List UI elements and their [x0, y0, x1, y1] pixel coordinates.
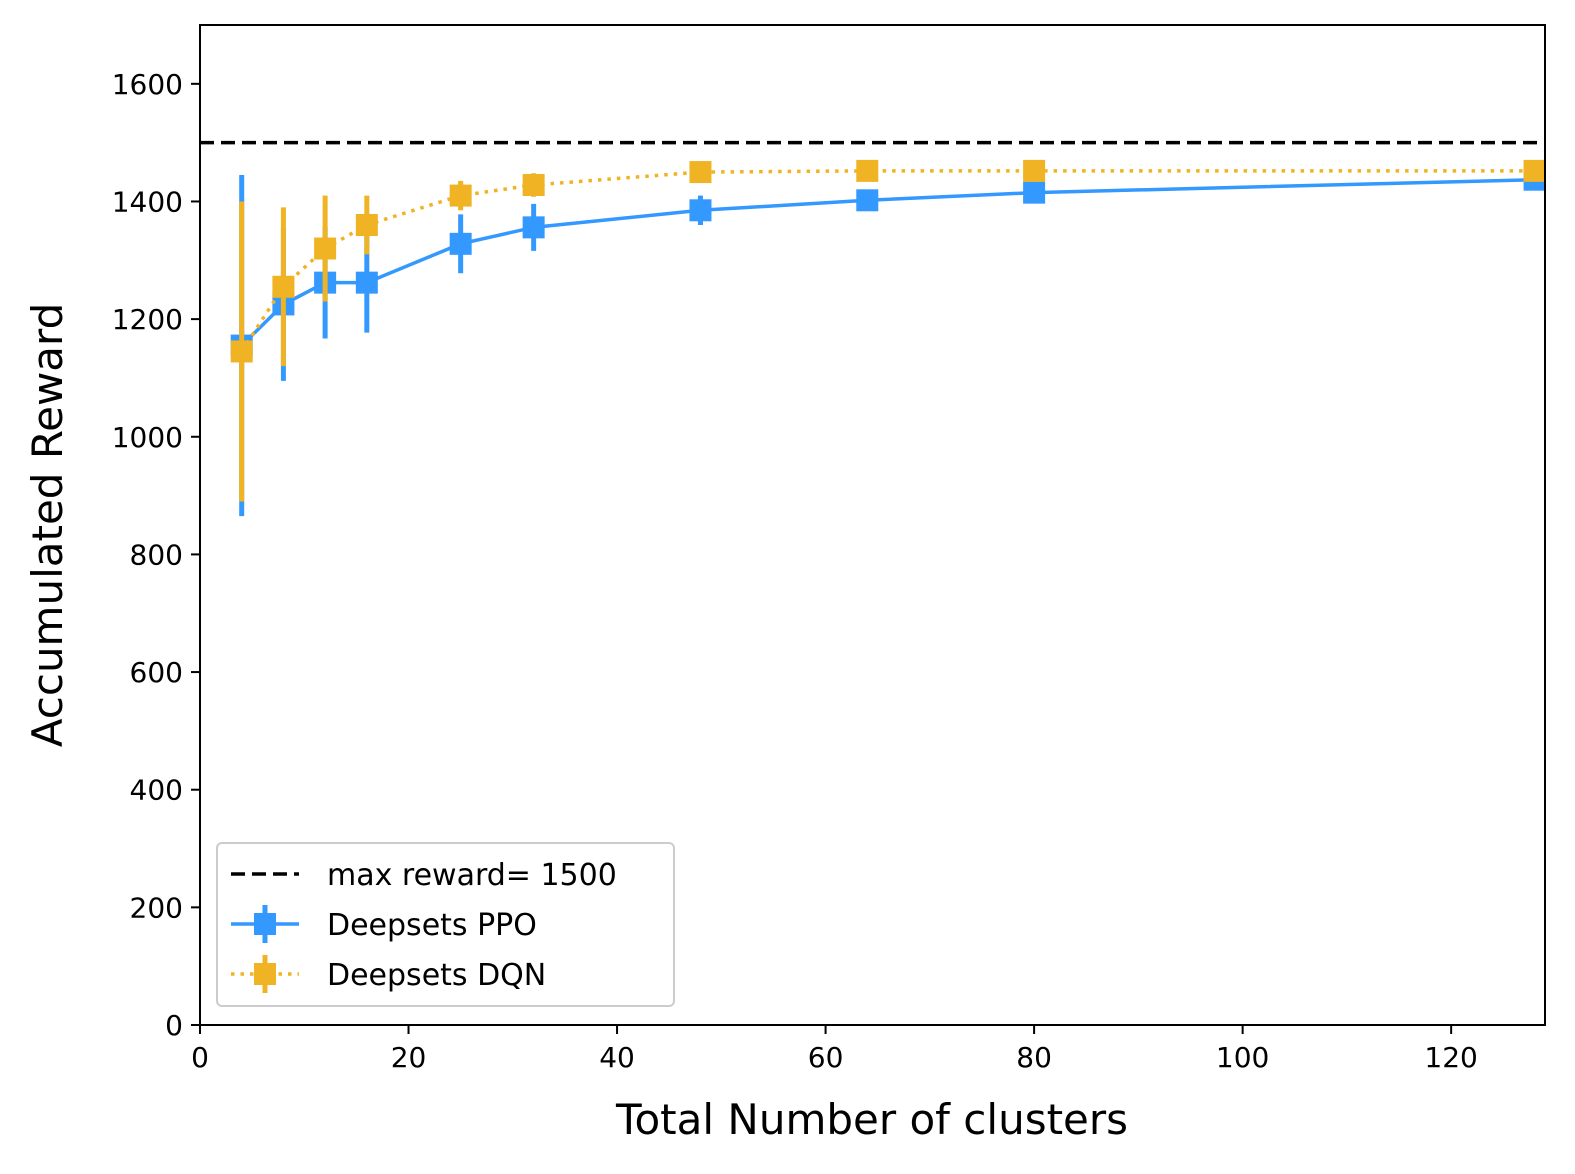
plot-area [200, 140, 1545, 517]
legend-label-max-reward: max reward= 1500 [327, 858, 617, 893]
legend-label-ppo: Deepsets PPO [327, 908, 537, 943]
y-tick-label: 200 [130, 891, 183, 924]
data-point-dqn [522, 174, 545, 196]
legend: max reward= 1500 Deepsets PPO Deepsets DQN [216, 842, 675, 1007]
data-point-dqn [314, 237, 337, 260]
axes-frame [199, 24, 1546, 1026]
x-axis: 0 20 40 60 80 100 120 [191, 1025, 1478, 1074]
legend-marker-ppo [254, 913, 276, 935]
legend-item-ppo: Deepsets PPO [231, 905, 537, 943]
y-tick-label: 0 [165, 1009, 183, 1042]
data-point-dqn [272, 275, 295, 298]
y-tick-label: 1400 [112, 185, 183, 218]
data-point-dqn [230, 340, 253, 363]
y-tick-label: 1000 [112, 421, 183, 454]
y-tick-label: 1600 [112, 68, 183, 101]
x-tick-label: 100 [1216, 1041, 1269, 1074]
legend-label-dqn: Deepsets DQN [327, 958, 546, 993]
y-axis: 0 200 400 600 800 1000 1200 1400 1600 [112, 68, 200, 1042]
data-point-ppo [522, 216, 545, 239]
y-tick-label: 800 [130, 538, 183, 571]
data-point-dqn [689, 161, 712, 184]
data-point-dqn [1523, 159, 1545, 182]
data-point-dqn [856, 159, 879, 182]
data-point-ppo [355, 271, 378, 294]
x-tick-label: 40 [599, 1041, 635, 1074]
y-tick-label: 600 [130, 656, 183, 689]
x-axis-label: Total Number of clusters [615, 1095, 1128, 1144]
y-tick-label: 400 [130, 774, 183, 807]
data-point-ppo [689, 199, 712, 222]
legend-marker-dqn [254, 963, 276, 985]
x-tick-label: 20 [391, 1041, 427, 1074]
x-tick-label: 0 [191, 1041, 209, 1074]
data-point-dqn [449, 184, 472, 207]
legend-item-max-reward: max reward= 1500 [231, 858, 617, 893]
series-line-ppo [240, 177, 1535, 347]
data-point-dqn [355, 214, 378, 236]
data-point-dqn [1023, 159, 1046, 182]
x-tick-label: 80 [1016, 1041, 1052, 1074]
legend-frame [216, 842, 675, 1007]
data-point-ppo [1023, 181, 1046, 204]
series-line-dqn [240, 169, 1535, 353]
data-point-ppo [856, 189, 879, 212]
y-tick-label: 1200 [112, 303, 183, 336]
series-dqn [230, 159, 1545, 502]
x-tick-label: 60 [808, 1041, 844, 1074]
y-axis-label: Accumulated Reward [23, 303, 72, 747]
data-point-ppo [449, 232, 472, 255]
x-tick-label: 120 [1424, 1041, 1477, 1074]
legend-item-dqn: Deepsets DQN [231, 955, 546, 993]
